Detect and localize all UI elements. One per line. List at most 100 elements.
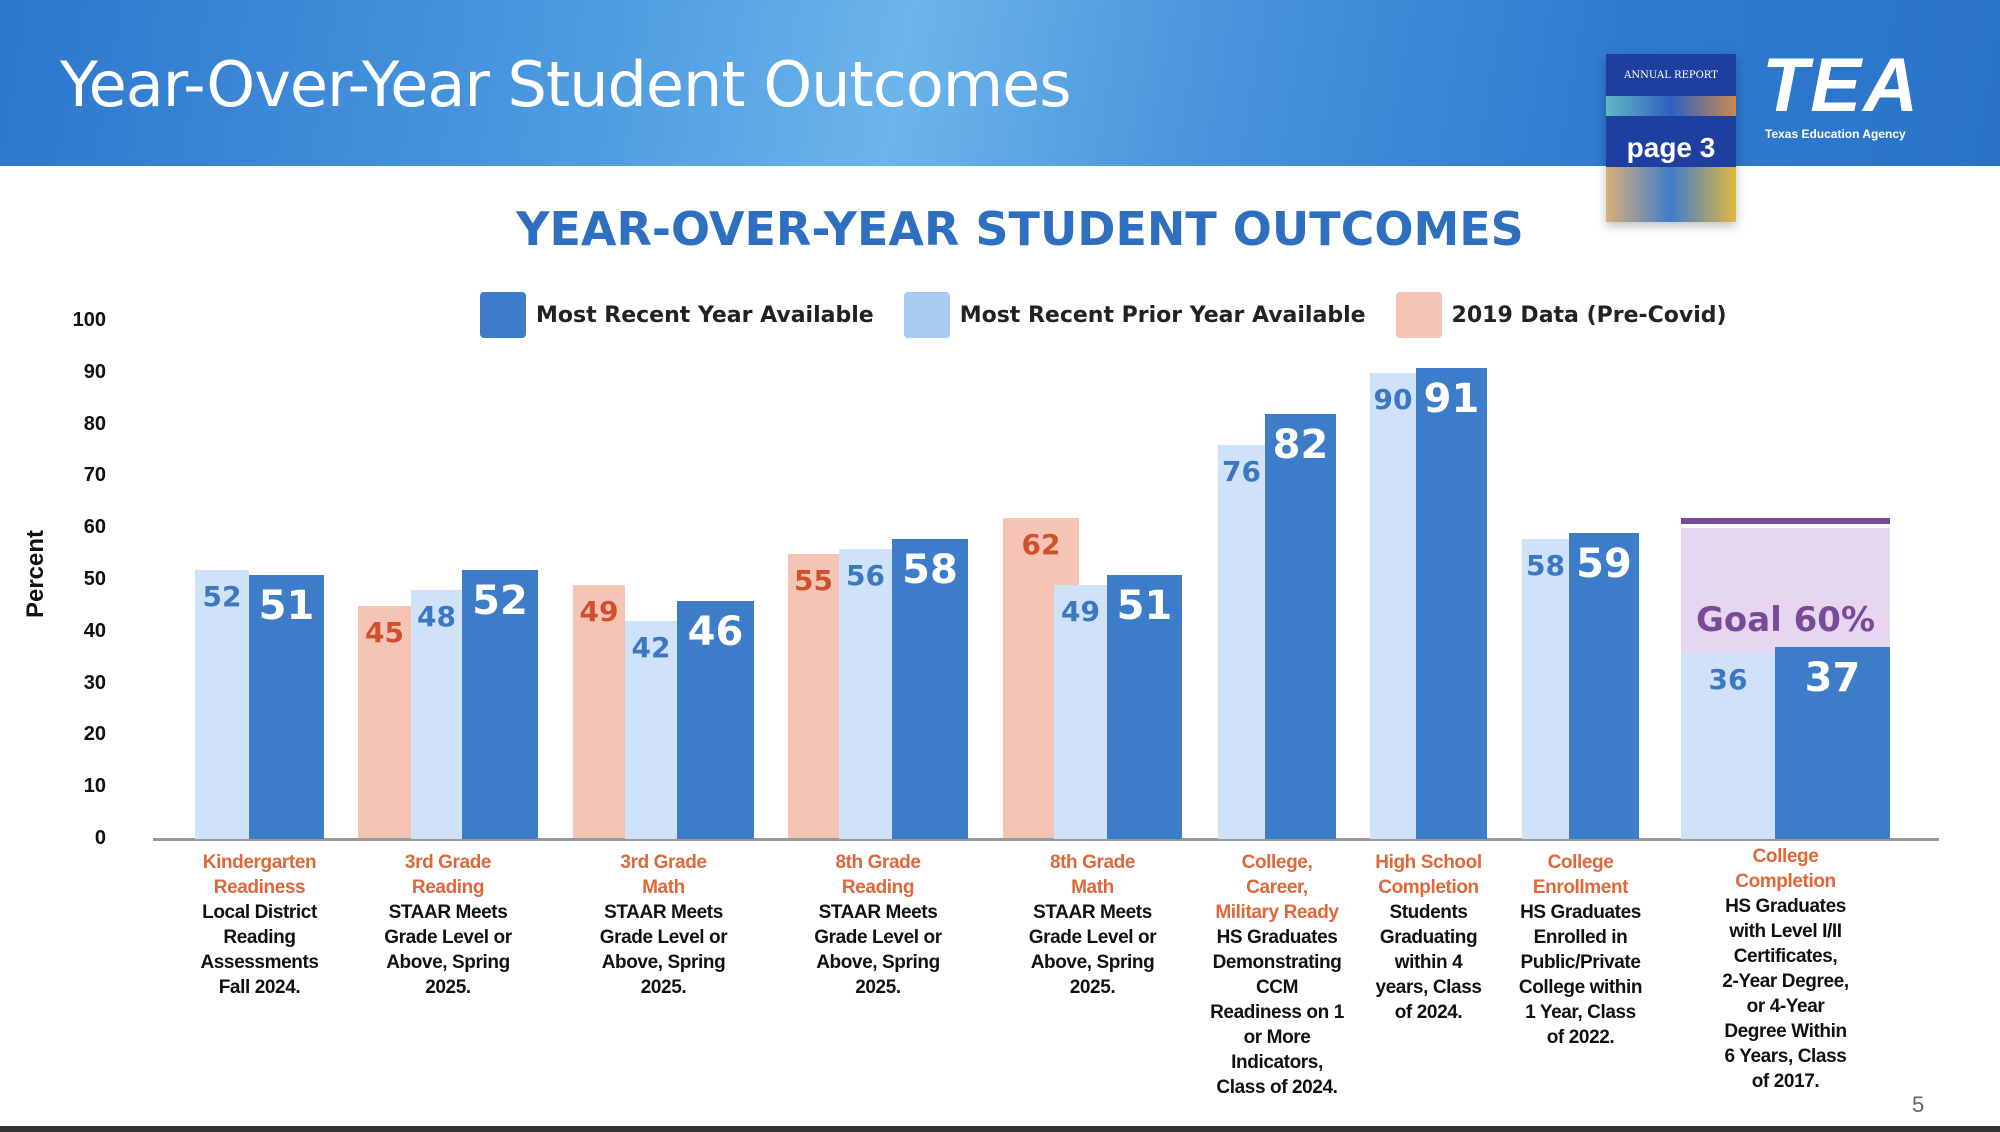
bar-recent-year [892,538,968,839]
category-name: 3rd Grade Reading [404,852,492,898]
bar-value-label: 52 [472,577,528,624]
chart-title: YEAR-OVER-YEAR STUDENT OUTCOMES [516,202,1524,256]
y-tick-label: 80 [83,412,106,435]
category-name: College Completion [1735,846,1836,892]
category-description: HS Graduates Demonstrating CCM Readiness… [1210,927,1344,1098]
x-category-label: High School Completion Students Graduatin… [1356,850,1502,1025]
bar-value-label: 46 [687,608,744,655]
y-tick-label: 10 [83,775,106,798]
goal-line [1681,518,1890,525]
bar-value-label: 58 [902,546,958,593]
bar-value-label: 42 [631,631,671,665]
x-category-label: College, Career, Military Ready HS Gradua… [1204,850,1350,1100]
x-category-label: 3rd Grade Reading STAAR Meets Grade Level… [375,850,521,1000]
category-description: STAAR Meets Grade Level or Above, Spring… [1028,902,1157,998]
goal-band [1681,528,1890,653]
bar-prior-year [839,548,892,839]
bar-recent-year [1416,367,1487,839]
bar-value-label: 76 [1222,455,1261,489]
bar-value-label: 51 [258,582,315,629]
bar-value-label: 82 [1272,422,1329,469]
category-name: High School Completion [1375,852,1482,898]
y-tick-label: 60 [83,516,106,539]
bar-value-label: 91 [1423,375,1480,422]
bar-value-label: 45 [365,615,404,649]
slide-title: Year-Over-Year Student Outcomes [60,48,1072,121]
category-description: HS Graduates Enrolled in Public/Private … [1518,902,1643,1048]
bar-prior-year [625,621,677,839]
category-name: College Enrollment [1532,852,1629,898]
y-tick-label: 70 [83,464,106,487]
y-tick-label: 100 [72,309,106,331]
category-description: STAAR Meets Grade Level or Above, Spring… [814,902,942,998]
report-photo-strip [1606,96,1736,116]
legend-swatch-prior [903,292,950,338]
bar-value-label: 49 [1061,595,1100,629]
bar-prior-year [1522,538,1569,839]
category-description: Students Graduating within 4 years, Clas… [1375,902,1482,1023]
category-name: College, Career, Military Ready [1215,852,1339,923]
category-name: 8th Grade Reading [835,852,921,898]
bar-2019 [573,585,625,839]
x-category-label: 3rd Grade Math STAAR Meets Grade Level or… [591,850,737,1000]
legend-item-recent: Most Recent Year Available [480,292,874,338]
bar-prior-year [1370,372,1416,839]
category-description: HS Graduates with Level I/II Certificate… [1722,896,1849,1092]
bar-value-label: 36 [1708,662,1748,696]
y-tick-label: 20 [83,723,106,746]
legend-item-2019: 2019 Data (Pre-Covid) [1395,292,1727,338]
bar-recent-year [677,600,754,839]
y-tick-label: 0 [94,827,106,849]
bar-prior-year [1681,652,1775,839]
bar-prior-year [1218,445,1265,839]
bar-value-label: 58 [1526,548,1565,582]
report-cover-photo [1606,167,1736,222]
bar-2019 [788,554,839,839]
bar-value-label: 49 [579,595,619,629]
category-description: STAAR Meets Grade Level or Above, Spring… [384,902,512,998]
category-name: Kindergarten Readiness [202,852,317,898]
bar-recent-year [249,574,324,839]
legend-item-prior: Most Recent Prior Year Available [903,292,1366,338]
bar-2019 [358,605,411,839]
annual-report-title: ANNUAL REPORT [1624,70,1718,81]
bar-recent-year [1107,574,1182,839]
y-tick-label: 50 [83,568,106,590]
bar-value-label: 51 [1116,582,1173,629]
legend-label: 2019 Data (Pre-Covid) [1451,302,1727,328]
goal-label: Goal 60% [1695,600,1876,641]
tea-logo: TEA [1762,43,1920,128]
chart-legend: Most Recent Year Available Most Recent P… [480,292,1757,338]
bar-value-label: 48 [417,600,456,634]
legend-label: Most Recent Prior Year Available [959,302,1366,328]
bar-recent-year [1265,414,1336,839]
tea-logo-subtitle: Texas Education Agency [1765,127,1906,141]
bar-prior-year [1054,585,1107,839]
x-category-label: Kindergarten Readiness Local District Rea… [187,850,333,1000]
y-axis-label: Percent [22,529,50,619]
bar-value-label: 56 [846,558,885,592]
bar-recent-year [1569,533,1639,839]
bar-value-label: 59 [1576,541,1632,588]
y-tick-label: 40 [83,619,106,642]
legend-swatch-recent [480,292,526,338]
category-description: STAAR Meets Grade Level or Above, Spring… [599,902,728,998]
bar-prior-year [411,590,462,839]
legend-swatch-2019 [1395,292,1442,338]
legend-label: Most Recent Year Available [536,302,874,328]
bar-value-label: 55 [794,564,833,598]
bottom-border [0,1126,2000,1132]
y-tick-label: 30 [83,671,106,694]
x-category-label: 8th Grade Reading STAAR Meets Grade Level… [805,850,951,1000]
bar-value-label: 90 [1373,382,1413,416]
bar-value-label: 62 [1021,527,1061,561]
bar-recent-year [1775,647,1890,839]
x-category-label: College Enrollment HS Graduates Enrolled … [1508,850,1654,1050]
x-axis-line [153,838,1939,841]
page-number: 5 [1912,1092,1925,1117]
category-name: 3rd Grade Math [620,852,707,898]
category-description: Local District Reading Assessments Fall … [200,902,319,998]
bar-value-label: 52 [202,579,242,613]
category-name: 8th Grade Math [1049,852,1136,898]
annual-report-thumbnail[interactable]: ANNUAL REPORT page 3 [1606,54,1736,222]
